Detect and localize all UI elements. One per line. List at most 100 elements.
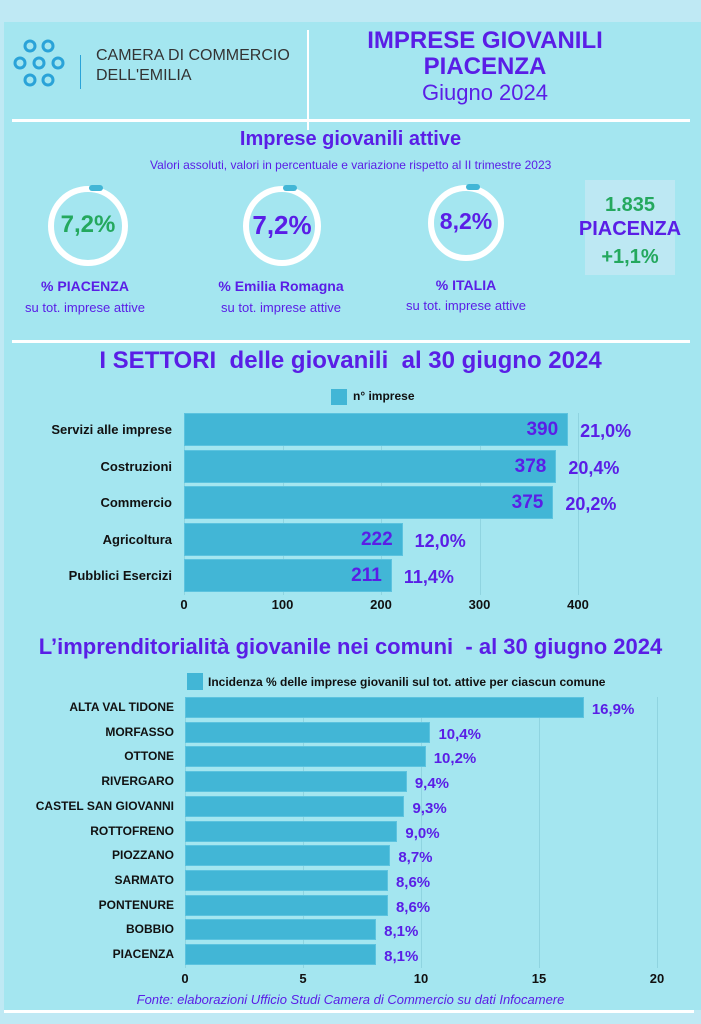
- title-date: Giugno 2024: [422, 80, 548, 105]
- header-divider: [307, 30, 309, 130]
- sectors-title: I SETTORI delle giovanili al 30 giugno 2…: [99, 347, 602, 374]
- percent-label: 12,0%: [414, 530, 466, 551]
- category-label: BOBBIO: [126, 922, 174, 937]
- bottom-divider: [4, 1010, 694, 1013]
- value-label: 378: [514, 455, 547, 477]
- value-label: 8,7%: [398, 849, 433, 867]
- percent-label: 20,2%: [565, 494, 617, 514]
- page-title: IMPRESE GIOVANILI PIACENZA Giugno 2024: [330, 28, 640, 106]
- bar-8: [185, 894, 388, 916]
- ring-italia-label: % ITALIA: [435, 277, 497, 293]
- section-divider-2: [12, 340, 690, 343]
- ring-italia-arc: [466, 184, 480, 190]
- bar-0: [184, 413, 569, 446]
- percent-label: 21,0%: [580, 421, 632, 441]
- value-label: 390: [526, 419, 559, 440]
- grid-line: [657, 697, 658, 968]
- bar-3: [185, 771, 407, 793]
- comuni-legend-swatch: [187, 673, 203, 690]
- total-count: 1.835: [604, 194, 656, 216]
- bar-9: [185, 919, 377, 941]
- grid-line: [421, 697, 422, 968]
- ring-emilia-label: % Emilia Romagna: [218, 278, 344, 294]
- category-label: RIVERGARO: [101, 774, 174, 789]
- bar-3: [184, 522, 403, 556]
- ring-italia-sub: su tot. imprese attive: [406, 298, 526, 313]
- percent-label: 20,4%: [568, 457, 620, 478]
- value-label: 8,1%: [384, 948, 419, 965]
- logo-icon: [12, 36, 68, 92]
- x-tick-label: 300: [468, 597, 491, 612]
- ring-italia-value: 8,2%: [439, 208, 493, 234]
- percent-label: 11,4%: [403, 567, 454, 587]
- org-line2: DELL'EMILIA: [96, 67, 192, 84]
- kpi-subtitle: Valori assoluti, valori in percentuale e…: [150, 158, 552, 172]
- kpi-title: Imprese giovanili attive: [239, 128, 462, 150]
- category-label: CASTEL SAN GIOVANNI: [35, 798, 174, 813]
- bar-2: [184, 486, 554, 519]
- bar-1: [184, 449, 557, 483]
- total-box: [585, 180, 675, 275]
- grid-line: [539, 697, 540, 968]
- x-tick-label: 20: [649, 971, 665, 986]
- value-label: 375: [511, 492, 544, 513]
- grid-line: [578, 413, 579, 595]
- org-name: CAMERA DI COMMERCIO DELL'EMILIA: [96, 46, 290, 86]
- value-label: 10,2%: [433, 750, 477, 768]
- sectors-legend-swatch: [331, 389, 347, 405]
- value-label: 8,6%: [395, 898, 431, 916]
- ring-emilia: [243, 186, 321, 266]
- section-divider: [12, 119, 690, 122]
- value-label: 9,0%: [405, 824, 440, 842]
- value-label: 8,1%: [384, 923, 419, 941]
- category-label: Commercio: [100, 495, 172, 510]
- x-tick-label: 100: [271, 597, 294, 612]
- ring-piacenza: [48, 186, 128, 266]
- value-label: 211: [351, 565, 382, 586]
- ring-piacenza-value: 7,2%: [60, 211, 116, 238]
- value-label: 16,9%: [591, 701, 635, 718]
- category-label: ROTTOFRENO: [90, 823, 174, 838]
- bar-5: [185, 820, 398, 842]
- x-tick-label: 0: [181, 971, 189, 986]
- ring-piacenza-arc: [89, 185, 103, 191]
- ring-piacenza-label: % PIACENZA: [41, 278, 129, 294]
- category-label: OTTONE: [124, 749, 174, 764]
- bar-10: [185, 944, 377, 965]
- comuni-title: L’imprenditorialità giovanile nei comuni…: [38, 634, 663, 659]
- category-label: ALTA VAL TIDONE: [69, 700, 174, 714]
- value-label: 9,3%: [412, 799, 447, 817]
- bar-4: [184, 559, 392, 592]
- total-place: PIACENZA: [578, 218, 682, 240]
- category-label: PIACENZA: [112, 947, 174, 961]
- ring-piacenza-sub: su tot. imprese attive: [25, 300, 145, 315]
- bar-2: [185, 746, 426, 768]
- bar-0: [185, 697, 584, 718]
- bar-6: [185, 845, 391, 867]
- title-line2: PIACENZA: [423, 53, 547, 80]
- org-line1: CAMERA DI COMMERCIO: [96, 47, 290, 64]
- value-label: 10,4%: [438, 725, 481, 743]
- x-tick-label: 5: [299, 971, 307, 986]
- category-label: Servizi alle imprese: [51, 422, 172, 437]
- x-tick-label: 10: [413, 971, 429, 986]
- logo-divider: [80, 55, 81, 89]
- value-label: 9,4%: [414, 775, 450, 793]
- sectors-legend-label: n° imprese: [353, 389, 415, 403]
- category-label: PIOZZANO: [112, 848, 174, 863]
- category-label: MORFASSO: [105, 724, 174, 739]
- category-label: PONTENURE: [98, 897, 174, 912]
- total-change: +1,1%: [601, 246, 659, 268]
- bar-7: [185, 869, 388, 891]
- bar-4: [185, 795, 405, 817]
- ring-emilia-value: 7,2%: [252, 210, 312, 240]
- x-tick-label: 15: [531, 971, 547, 986]
- bar-1: [185, 721, 431, 743]
- x-tick-label: 400: [567, 597, 589, 612]
- category-label: Costruzioni: [100, 458, 173, 474]
- title-line1: IMPRESE GIOVANILI: [367, 27, 603, 54]
- comuni-legend-label: Incidenza % delle imprese giovanili sul …: [208, 675, 606, 689]
- value-label: 8,6%: [395, 873, 431, 891]
- ring-emilia-arc: [283, 185, 297, 191]
- category-label: Pubblici Esercizi: [68, 568, 172, 583]
